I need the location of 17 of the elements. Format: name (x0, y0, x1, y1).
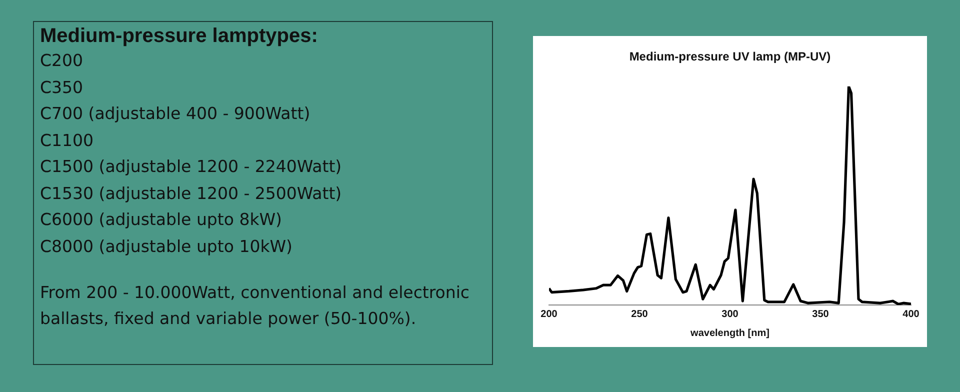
text: C1530 (adjustable 1200 - 2500Watt) (40, 182, 343, 204)
x-tick-label: 350 (812, 308, 830, 320)
text: C200 (40, 50, 84, 72)
text: C700 (adjustable 400 - 900Watt) (40, 103, 312, 125)
text: C6000 (adjustable upto 8kW) (40, 209, 283, 231)
text: Medium-pressure lamptypes: (40, 24, 319, 48)
x-tick-label: 250 (631, 308, 648, 320)
x-tick-label: 300 (722, 308, 739, 320)
x-tick-label: 200 (540, 308, 558, 320)
x-axis-title: wavelength [nm] (690, 328, 770, 339)
text: C1500 (adjustable 1200 - 2240Watt) (40, 156, 343, 178)
text: C8000 (adjustable upto 10kW) (40, 236, 294, 258)
text: From 200 - 10.000Watt, conventional and electronic ballasts, fixed and variable power (50-100%). (40, 282, 470, 330)
x-tick-label: 400 (902, 308, 920, 320)
text: C350 (40, 76, 84, 98)
chart-title: Medium-pressure UV lamp (MP-UV) (629, 50, 831, 64)
text: C1100 (40, 130, 95, 152)
